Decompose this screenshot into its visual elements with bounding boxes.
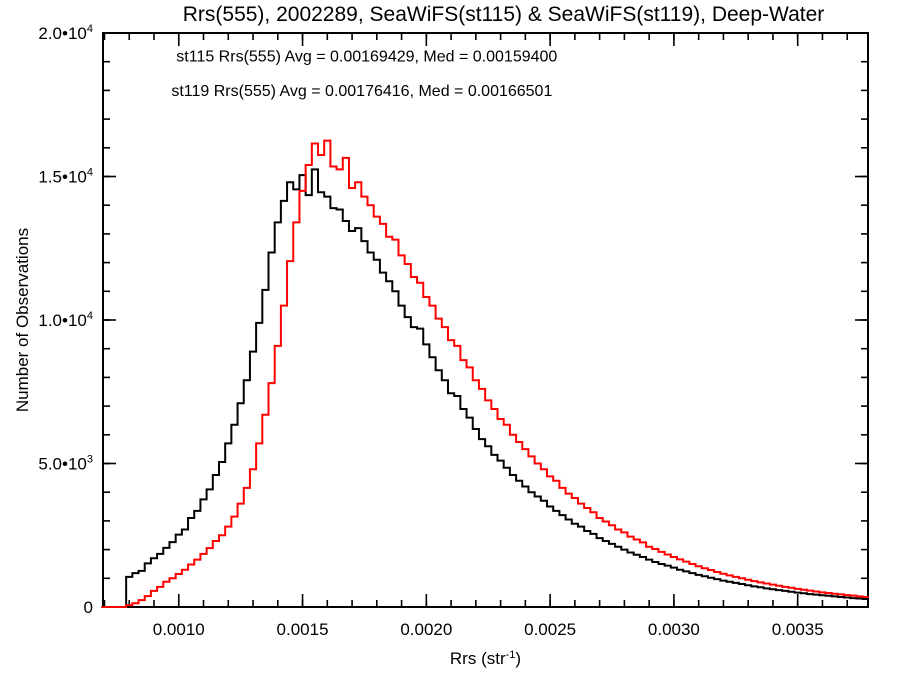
axis-labels-group: 0.0010 0.0015 0.0020 0.0025 0.0030 0.0035 0 5.0…	[13, 23, 824, 668]
x-tick-label: 0.0010	[153, 620, 205, 639]
x-tick-label: 0.0030	[648, 620, 700, 639]
x-tick-label: 0.0035	[772, 620, 824, 639]
y-tick-label: 0	[84, 598, 93, 617]
data-series-group	[101, 139, 869, 608]
plot-frame-group	[102, 32, 869, 608]
x-tick-label: 0.0015	[277, 620, 329, 639]
annotation-st119-stats: st119 Rrs(555) Avg = 0.00176416, Med = 0…	[171, 83, 552, 100]
y-tick-label: 2.0•104	[38, 23, 93, 43]
x-tick-label: 0.0025	[524, 620, 576, 639]
y-tick-label: 5.0•103	[38, 454, 93, 474]
x-tick-label: 0.0020	[400, 620, 452, 639]
title-group: Rrs(555), 2002289, SeaWiFS(st115) & SeaW…	[183, 3, 825, 26]
axis-ticks-group	[103, 32, 868, 608]
x-axis-title: Rrs (str-1)	[450, 649, 521, 668]
plot-frame	[102, 32, 869, 608]
annotation-st115-stats: st115 Rrs(555) Avg = 0.00169429, Med = 0…	[176, 49, 557, 66]
plot-title: Rrs(555), 2002289, SeaWiFS(st115) & SeaW…	[183, 3, 825, 26]
annotations-group: st115 Rrs(555) Avg = 0.00169429, Med = 0…	[171, 49, 557, 100]
y-axis-title: Number of Observations	[13, 228, 32, 412]
y-tick-label: 1.5•104	[38, 167, 93, 187]
series-line-st115	[101, 168, 869, 608]
y-tick-label: 1.0•104	[38, 310, 93, 330]
series-line-st119	[101, 139, 869, 608]
